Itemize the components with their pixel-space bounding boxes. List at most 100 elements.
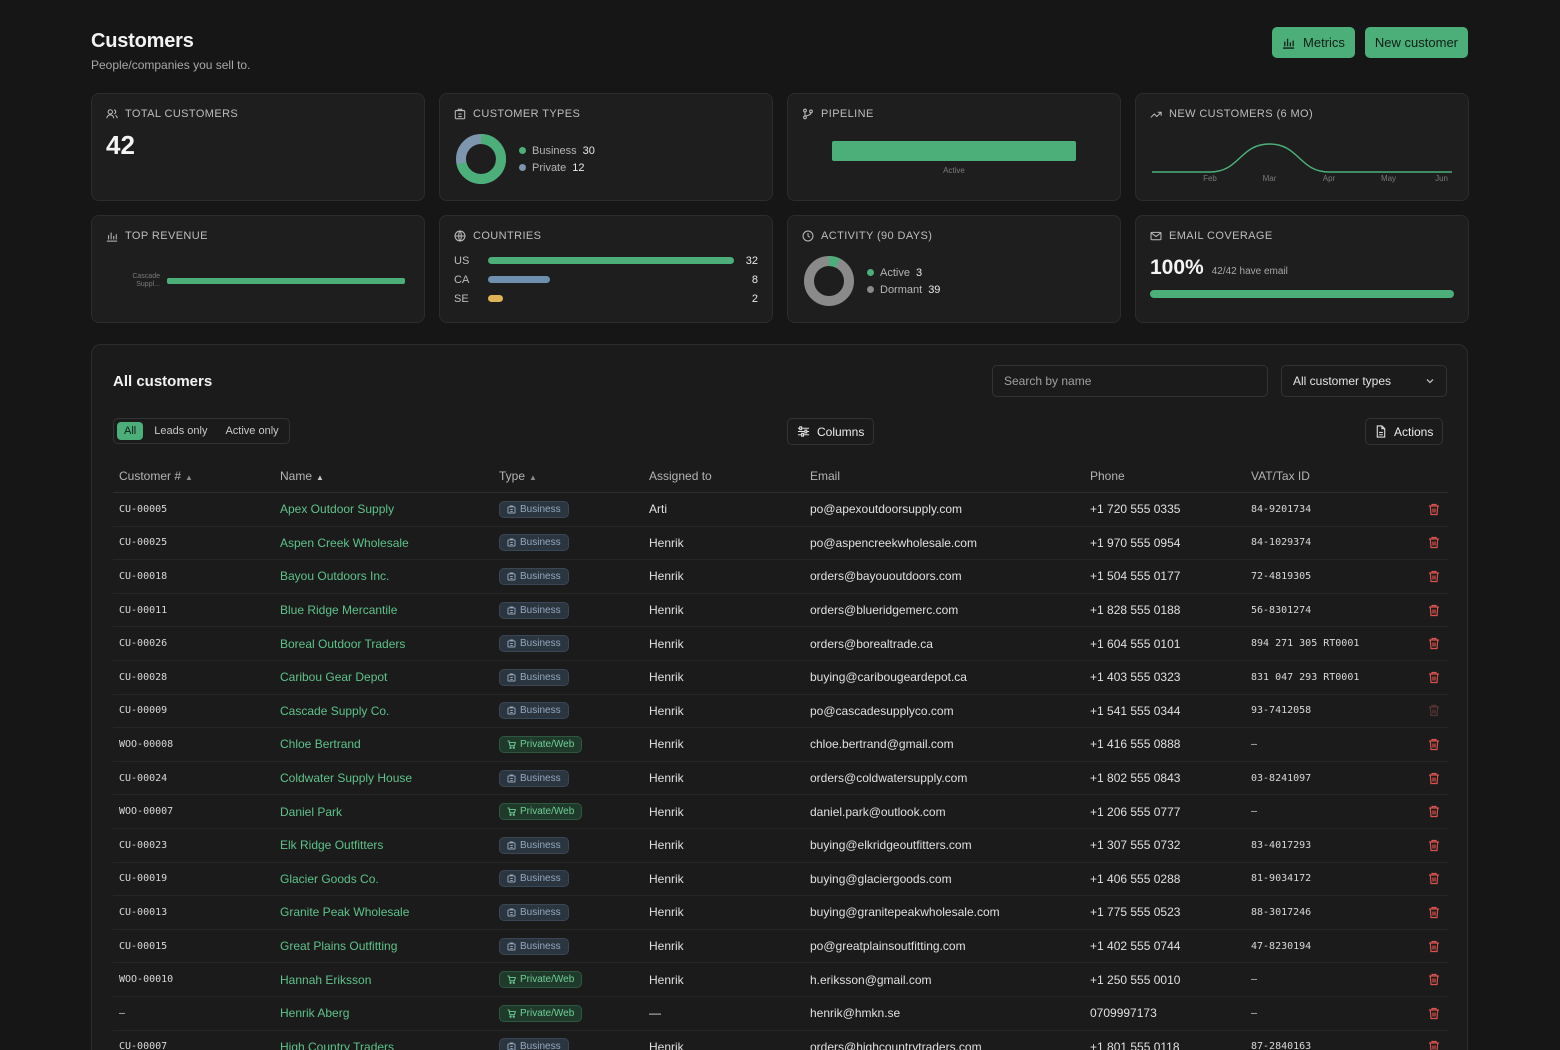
cell-assigned: Henrik bbox=[649, 972, 684, 987]
new-customer-label: New customer bbox=[1374, 35, 1458, 50]
countries-label: COUNTRIES bbox=[473, 230, 542, 242]
building-icon bbox=[507, 1042, 516, 1050]
trash-icon[interactable] bbox=[1428, 738, 1440, 751]
trash-icon[interactable] bbox=[1428, 940, 1440, 953]
trash-icon[interactable] bbox=[1428, 772, 1440, 785]
cell-assigned: Henrik bbox=[649, 771, 684, 786]
users-icon bbox=[106, 109, 118, 119]
trash-icon[interactable] bbox=[1428, 872, 1440, 885]
trash-icon[interactable] bbox=[1428, 570, 1440, 583]
cell-vat: – bbox=[1251, 1007, 1258, 1019]
cell-name: Aspen Creek Wholesale bbox=[274, 536, 493, 550]
customer-name-link[interactable]: Boreal Outdoor Traders bbox=[280, 636, 406, 651]
customer-name-link[interactable]: Cascade Supply Co. bbox=[280, 703, 390, 718]
cell-name: Apex Outdoor Supply bbox=[274, 502, 493, 516]
columns-button[interactable]: Columns bbox=[787, 418, 875, 445]
email-coverage-card: EMAIL COVERAGE 100% 42/42 have email bbox=[1135, 215, 1469, 323]
col-header-name[interactable]: Name ▲ bbox=[280, 469, 324, 483]
table-row[interactable]: CU-00019 Glacier Goods Co. Business Henrik b… bbox=[113, 863, 1448, 897]
customer-name-link[interactable]: Bayou Outdoors Inc. bbox=[280, 569, 390, 584]
cell-name: Boreal Outdoor Traders bbox=[274, 637, 493, 651]
cell-type: Business bbox=[493, 937, 643, 955]
activity-card: ACTIVITY (90 DAYS) Active 3 Dormant 39 bbox=[787, 215, 1121, 323]
customer-name-link[interactable]: Aspen Creek Wholesale bbox=[280, 535, 409, 550]
table-row[interactable]: WOO-00007 Daniel Park Private/Web Henrik dan… bbox=[113, 795, 1448, 829]
table-row[interactable]: CU-00023 Elk Ridge Outfitters Business Henr… bbox=[113, 829, 1448, 863]
cell-assigned: Henrik bbox=[649, 871, 684, 886]
type-badge: Business bbox=[499, 870, 569, 888]
trash-icon[interactable] bbox=[1428, 604, 1440, 617]
cell-phone: +1 250 555 0010 bbox=[1090, 972, 1181, 987]
customer-name-link[interactable]: Great Plains Outfitting bbox=[280, 939, 398, 954]
table-row[interactable]: WOO-00008 Chloe Bertrand Private/Web Henrik… bbox=[113, 728, 1448, 762]
trash-icon[interactable] bbox=[1428, 536, 1440, 549]
type-badge: Business bbox=[499, 668, 569, 686]
legend-business-count: 30 bbox=[582, 144, 595, 157]
customer-types-label: CUSTOMER TYPES bbox=[473, 108, 581, 120]
table-row[interactable]: CU-00015 Great Plains Outfitting Business H… bbox=[113, 930, 1448, 964]
cell-vat: 47-8230194 bbox=[1251, 940, 1312, 952]
filter-active-only[interactable]: Active only bbox=[225, 425, 279, 437]
customer-name-link[interactable]: Hannah Eriksson bbox=[280, 972, 372, 987]
filter-all[interactable]: All bbox=[117, 422, 144, 440]
email-coverage-bar bbox=[1150, 290, 1454, 298]
customer-name-link[interactable]: Elk Ridge Outfitters bbox=[280, 838, 384, 853]
trash-icon[interactable] bbox=[1428, 1007, 1440, 1020]
trash-icon[interactable] bbox=[1428, 704, 1440, 717]
customer-name-link[interactable]: Glacier Goods Co. bbox=[280, 871, 379, 886]
trash-icon[interactable] bbox=[1428, 805, 1440, 818]
trash-icon[interactable] bbox=[1428, 637, 1440, 650]
cell-vat: 56-8301274 bbox=[1251, 604, 1312, 616]
table-row[interactable]: CU-00026 Boreal Outdoor Traders Business He… bbox=[113, 627, 1448, 661]
col-header-assigned[interactable]: Assigned to bbox=[649, 469, 712, 483]
cart-icon bbox=[507, 740, 516, 749]
table-row[interactable]: CU-00013 Granite Peak Wholesale Business He… bbox=[113, 896, 1448, 930]
customer-name-link[interactable]: Caribou Gear Depot bbox=[280, 670, 388, 685]
cell-name: Great Plains Outfitting bbox=[274, 939, 493, 953]
customer-type-select[interactable]: All customer types bbox=[1281, 365, 1447, 397]
trending-up-icon bbox=[1150, 111, 1162, 118]
col-header-type[interactable]: Type ▲ bbox=[499, 469, 537, 483]
top-revenue-bar bbox=[167, 278, 405, 284]
table-row[interactable]: CU-00005 Apex Outdoor Supply Business Arti p… bbox=[113, 493, 1448, 527]
col-header-customer-number[interactable]: Customer # ▲ bbox=[119, 469, 193, 483]
table-row[interactable]: CU-00007 High Country Traders Business Henr… bbox=[113, 1031, 1448, 1050]
building-icon bbox=[507, 505, 516, 514]
col-header-phone[interactable]: Phone bbox=[1090, 469, 1125, 483]
table-header: Customer # ▲ Name ▲ Type ▲ Assigned to Emai… bbox=[113, 460, 1448, 493]
customer-name-link[interactable]: Apex Outdoor Supply bbox=[280, 502, 395, 517]
trash-icon[interactable] bbox=[1428, 1040, 1440, 1050]
table-row[interactable]: – Henrik Aberg Private/Web — henrik@hmkn.se 0… bbox=[113, 997, 1448, 1031]
customer-name-link[interactable]: Blue Ridge Mercantile bbox=[280, 603, 398, 618]
table-row[interactable]: WOO-00010 Hannah Eriksson Private/Web Henri… bbox=[113, 963, 1448, 997]
customer-name-link[interactable]: Coldwater Supply House bbox=[280, 771, 413, 786]
col-header-email[interactable]: Email bbox=[810, 469, 841, 483]
trash-icon[interactable] bbox=[1428, 671, 1440, 684]
new-customers-line bbox=[1152, 143, 1452, 173]
table-row[interactable]: CU-00028 Caribou Gear Depot Business Henrik… bbox=[113, 661, 1448, 695]
trash-icon[interactable] bbox=[1428, 839, 1440, 852]
filter-leads-only[interactable]: Leads only bbox=[154, 425, 208, 437]
customer-name-link[interactable]: Henrik Aberg bbox=[280, 1006, 350, 1021]
col-header-vat[interactable]: VAT/Tax ID bbox=[1251, 469, 1310, 483]
new-customer-button[interactable]: New customer bbox=[1364, 27, 1468, 58]
trash-icon[interactable] bbox=[1428, 973, 1440, 986]
customer-name-link[interactable]: High Country Traders bbox=[280, 1039, 395, 1050]
customer-name-link[interactable]: Daniel Park bbox=[280, 804, 343, 819]
actions-button[interactable]: Actions bbox=[1365, 418, 1444, 445]
search-input[interactable] bbox=[992, 365, 1268, 397]
metrics-button[interactable]: Metrics bbox=[1272, 27, 1355, 58]
trash-icon[interactable] bbox=[1428, 906, 1440, 919]
table-row[interactable]: CU-00024 Coldwater Supply House Business He… bbox=[113, 762, 1448, 796]
table-row[interactable]: CU-00018 Bayou Outdoors Inc. Business Henri… bbox=[113, 560, 1448, 594]
table-row[interactable]: CU-00009 Cascade Supply Co. Business Henrik… bbox=[113, 695, 1448, 729]
cell-vat: 03-8241097 bbox=[1251, 772, 1312, 784]
git-branch-icon bbox=[803, 108, 813, 120]
table-row[interactable]: CU-00025 Aspen Creek Wholesale Business Hen… bbox=[113, 527, 1448, 561]
table-row[interactable]: CU-00011 Blue Ridge Mercantile Business Hen… bbox=[113, 594, 1448, 628]
legend-dormant-label: Dormant bbox=[880, 283, 923, 296]
trash-icon[interactable] bbox=[1428, 503, 1440, 516]
cell-type: Business bbox=[493, 702, 643, 720]
customer-name-link[interactable]: Granite Peak Wholesale bbox=[280, 905, 410, 920]
customer-name-link[interactable]: Chloe Bertrand bbox=[280, 737, 361, 752]
